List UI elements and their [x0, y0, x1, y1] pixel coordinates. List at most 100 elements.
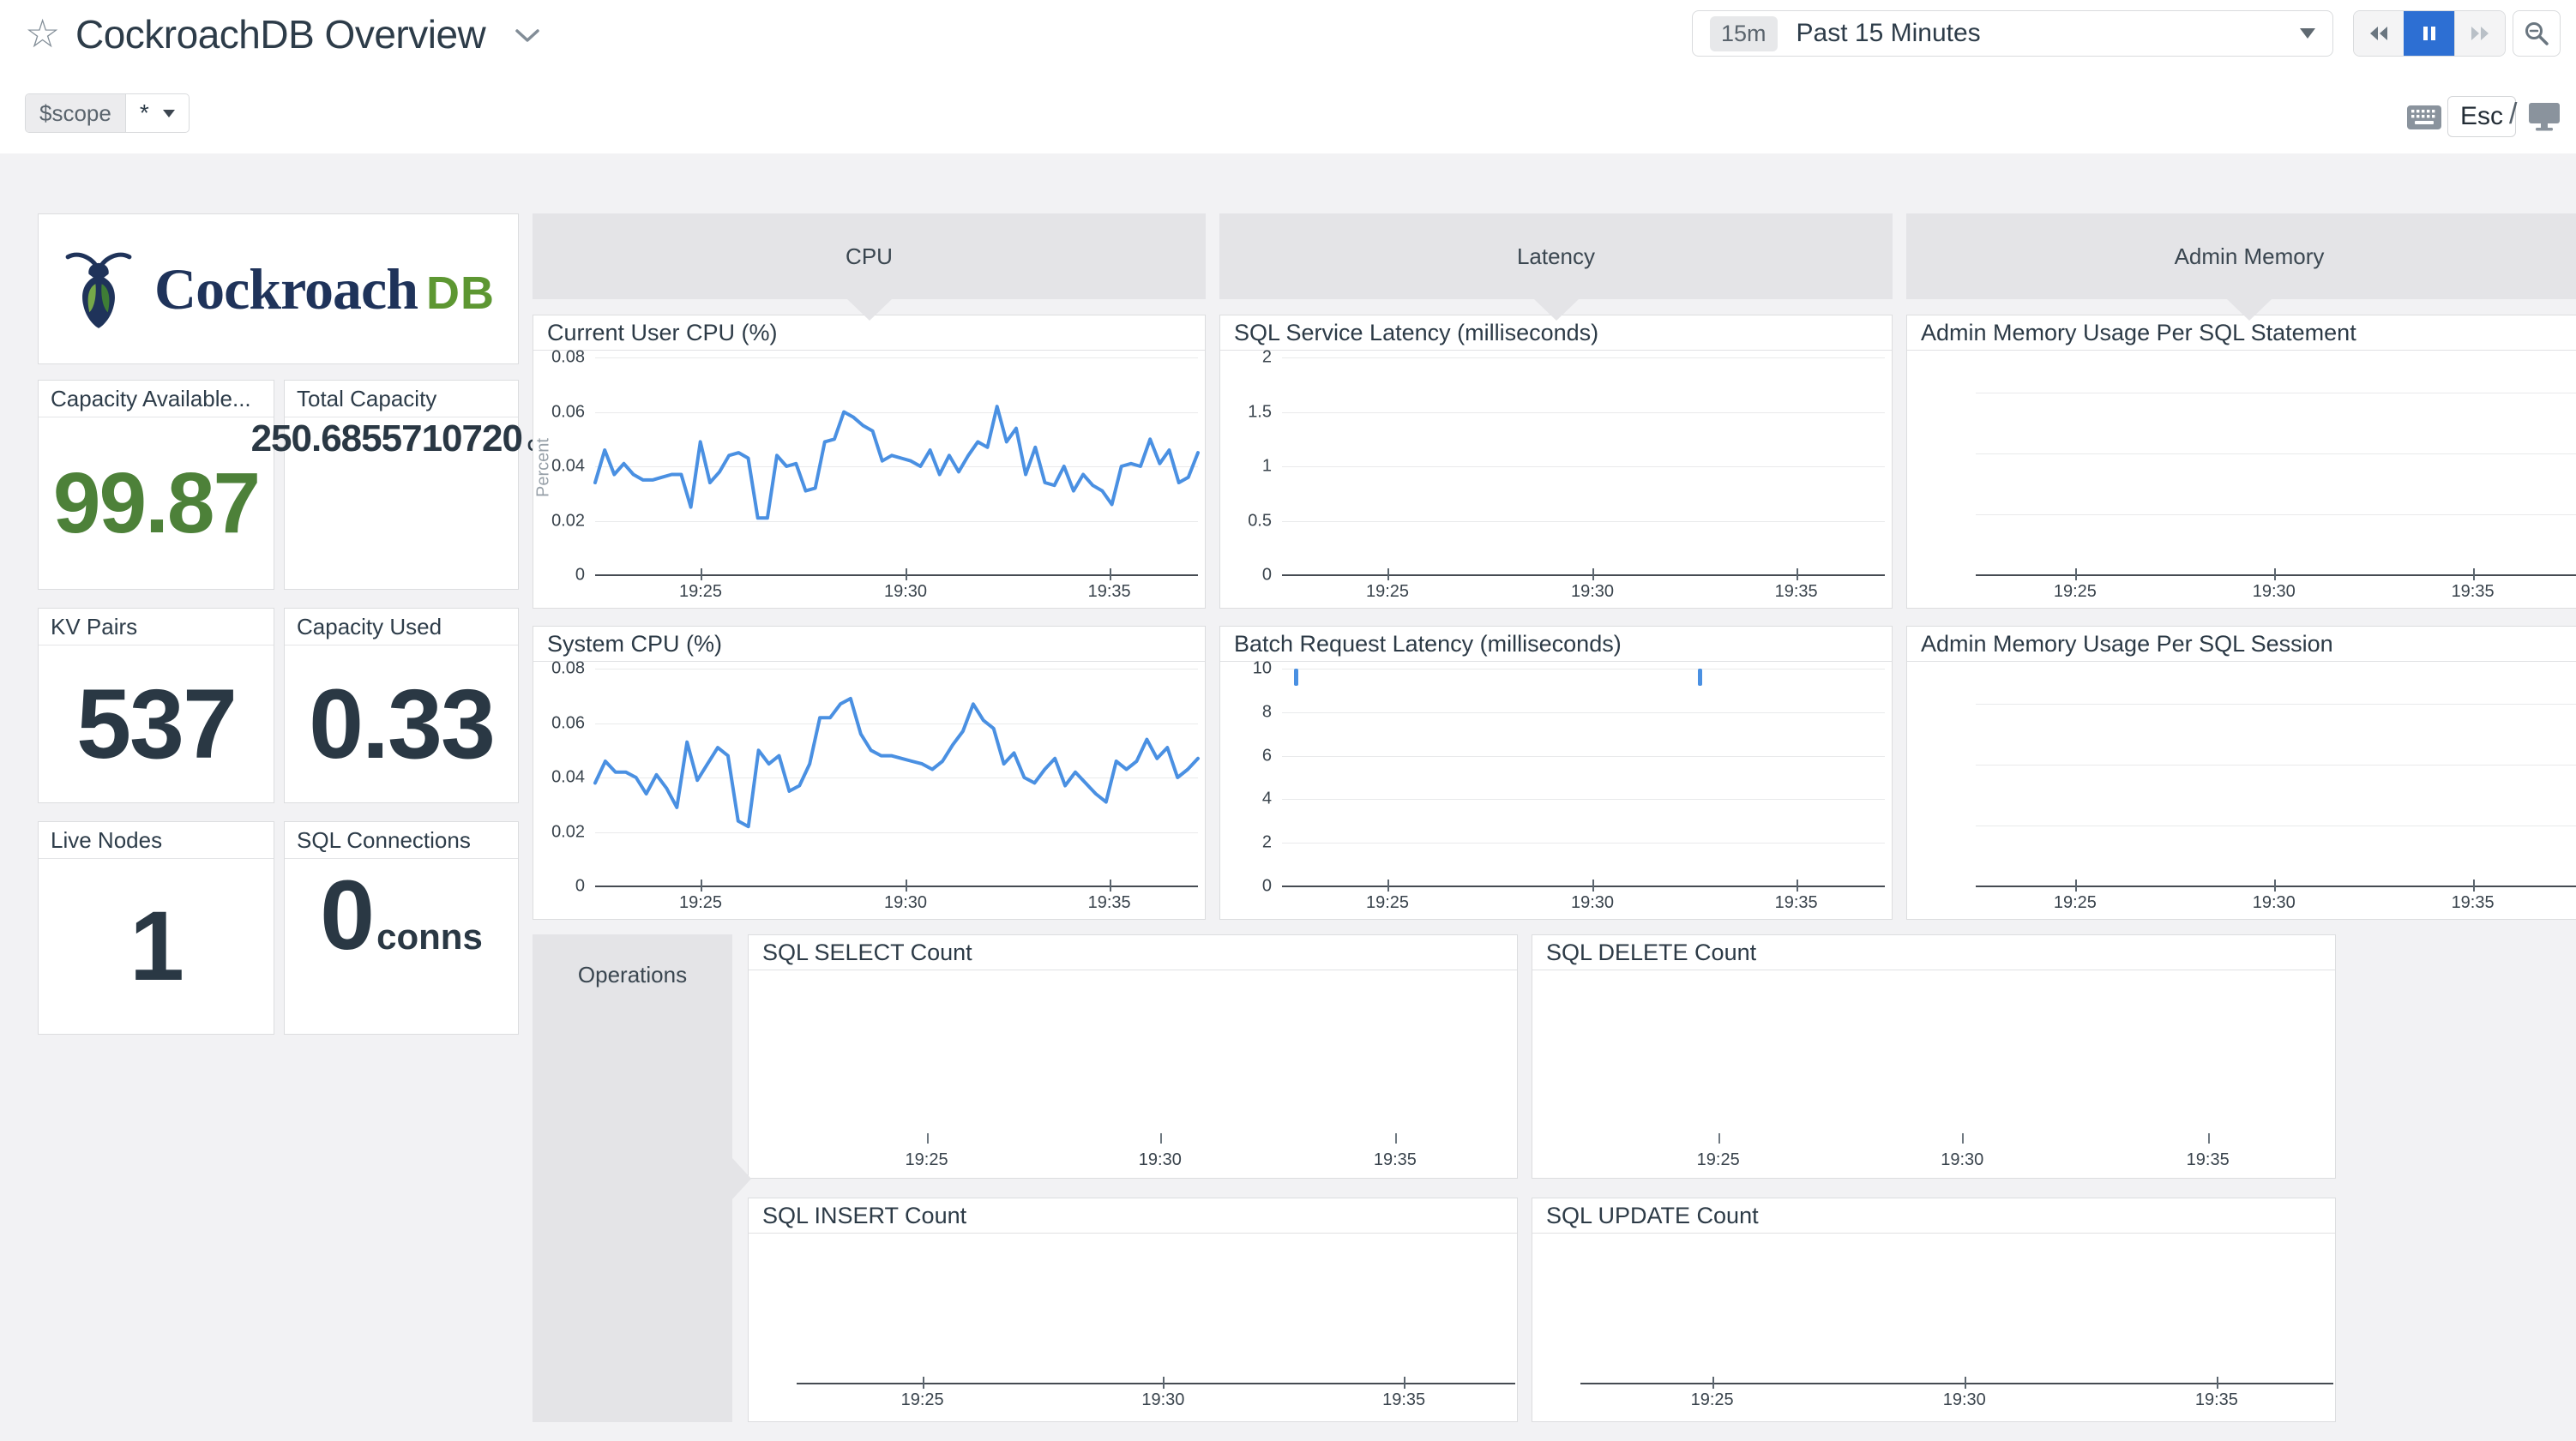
y-tick-label: 0.08 [551, 658, 585, 678]
x-tick-label: 19:35 [1087, 893, 1131, 912]
chart-title: Admin Memory Usage Per SQL Session [1907, 627, 2576, 662]
panel-sql-update-count: SQL UPDATE Count 19:25 19:30 19:35 [1532, 1198, 2336, 1422]
monitor-icon [2529, 103, 2560, 131]
time-range-selector[interactable]: 15m Past 15 Minutes [1692, 10, 2333, 57]
panel-current-user-cpu: Current User CPU (%) 0 0.02 0.04 0.06 0.08 19… [533, 315, 1206, 609]
data-mark [1698, 669, 1703, 686]
chart-title: Current User CPU (%) [533, 315, 1205, 351]
x-tick-label: 19:35 [2186, 1150, 2230, 1169]
card-sql-connections: SQL Connections 0 conns [284, 821, 519, 1035]
group-notch [846, 299, 892, 321]
x-tick-label: 19:35 [1774, 893, 1818, 912]
x-tick-label: 19:30 [2252, 582, 2296, 601]
chart-plot-sql-service-latency[interactable]: 0 0.5 1 1.5 2 19:25 19:30 19:35 [1220, 348, 1892, 608]
keyboard-shortcuts-button[interactable] [2406, 105, 2442, 135]
y-tick-label: 0.04 [551, 767, 585, 787]
y-tick-label: 0 [1261, 876, 1272, 896]
chevron-down-icon [515, 29, 539, 42]
x-tick-label: 19:35 [1382, 1390, 1426, 1409]
card-value: 0 [320, 861, 375, 970]
card-capacity-available: Capacity Available... 99.87 [38, 380, 274, 590]
y-tick-label: 0.02 [551, 511, 585, 530]
logo-db-suffix: DB [426, 267, 496, 319]
panel-batch-request-latency: Batch Request Latency (milliseconds) 0 2 4… [1219, 626, 1893, 920]
chart-plot-sql-delete-count[interactable]: 19:25 19:30 19:35 [1532, 970, 2335, 1178]
card-live-nodes: Live Nodes 1 [38, 821, 274, 1035]
y-tick-label: 1 [1261, 456, 1272, 476]
tv-mode-button[interactable] [2528, 101, 2561, 136]
zoom-out-button[interactable] [2513, 10, 2561, 57]
chart-title: Batch Request Latency (milliseconds) [1220, 627, 1892, 662]
chart-title: SQL UPDATE Count [1532, 1198, 2335, 1234]
data-mark [1294, 669, 1299, 686]
y-tick-label: 0.02 [551, 822, 585, 841]
y-tick-label: 0.5 [1248, 511, 1272, 530]
keyboard-icon [2407, 105, 2441, 129]
page-title: CockroachDB Overview [75, 12, 486, 57]
card-title: KV Pairs [39, 609, 274, 645]
card-total-capacity: Total Capacity 250.6855710720GB [251, 380, 551, 590]
chart-plot-sql-select-count[interactable]: 19:25 19:30 19:35 [749, 970, 1517, 1178]
group-label: Admin Memory [2174, 243, 2325, 269]
x-tick-label: 19:35 [2451, 582, 2495, 601]
chart-plot-system-cpu[interactable]: 0 0.02 0.04 0.06 0.08 19:25 19:30 19:35 [533, 658, 1205, 919]
group-header-operations: Operations [533, 934, 751, 1422]
panel-admin-memory-statement: Admin Memory Usage Per SQL Statement 19:… [1906, 315, 2576, 609]
chart-plot-admin-memory-statement[interactable]: 19:25 19:30 19:35 [1907, 351, 2576, 608]
y-tick-label: 4 [1261, 789, 1272, 808]
scope-filter-value: * [139, 99, 149, 126]
time-range-badge: 15m [1710, 15, 1778, 51]
scope-filter[interactable]: $scope * [25, 93, 190, 133]
x-tick-label: 19:30 [1138, 1150, 1182, 1169]
time-range-label: Past 15 Minutes [1796, 19, 1981, 47]
x-tick-label: 19:30 [2252, 893, 2296, 912]
y-tick-label: 0.06 [551, 402, 585, 421]
x-tick-label: 19:30 [1141, 1390, 1185, 1409]
chevron-down-icon [2300, 28, 2315, 39]
y-tick-label: 10 [1252, 658, 1272, 678]
cockroachdb-logo-icon [65, 252, 132, 328]
dashboard-title-dropdown[interactable] [515, 28, 540, 44]
x-tick-label: 19:30 [1571, 893, 1615, 912]
group-notch [1533, 299, 1579, 321]
series-line [593, 405, 1200, 520]
card-title: Live Nodes [39, 822, 274, 859]
series-line [593, 696, 1200, 829]
rewind-button[interactable] [2354, 11, 2404, 56]
x-tick-label: 19:25 [2053, 582, 2097, 601]
scope-filter-value-dropdown[interactable]: * [126, 94, 189, 132]
card-value: 99.87 [52, 454, 261, 551]
esc-key-label: Esc [2460, 102, 2504, 130]
chart-plot-batch-request-latency[interactable]: 0 2 4 6 8 10 19:25 19:30 19:35 [1220, 658, 1892, 919]
chart-plot-sql-update-count[interactable]: 19:25 19:30 19:35 [1532, 1234, 2335, 1421]
favorite-star-button[interactable]: ☆ [25, 14, 60, 53]
x-tick-label: 19:35 [2451, 893, 2495, 912]
panel-admin-memory-session: Admin Memory Usage Per SQL Session 19:25… [1906, 626, 2576, 920]
chart-plot-admin-memory-session[interactable]: 19:25 19:30 19:35 [1907, 662, 2576, 919]
chart-title: SQL SELECT Count [749, 935, 1517, 970]
fast-forward-icon [2471, 27, 2489, 40]
x-tick-label: 19:30 [884, 582, 928, 601]
panel-sql-select-count: SQL SELECT Count 19:25 19:30 19:35 [748, 934, 1518, 1179]
x-tick-label: 19:25 [900, 1390, 944, 1409]
group-header-latency: Latency [1219, 213, 1893, 321]
group-header-admin-memory: Admin Memory [1906, 213, 2576, 321]
pause-button[interactable] [2404, 11, 2454, 56]
time-playback-controls [2353, 10, 2506, 57]
x-tick-label: 19:30 [884, 893, 928, 912]
fast-forward-button[interactable] [2454, 11, 2505, 56]
x-tick-label: 19:25 [1365, 893, 1410, 912]
chart-plot-sql-insert-count[interactable]: 19:25 19:30 19:35 [749, 1234, 1517, 1421]
y-tick-label: 8 [1261, 702, 1272, 722]
scope-filter-key: $scope [26, 94, 126, 132]
x-tick-label: 19:25 [905, 1150, 948, 1169]
x-tick-label: 19:35 [2194, 1390, 2238, 1409]
y-tick-label: 0.04 [551, 456, 585, 476]
chart-plot-current-user-cpu[interactable]: 0 0.02 0.04 0.06 0.08 19:25 19:30 19:35 Percent [533, 348, 1205, 608]
logo-wordmark: Cockroach [153, 255, 418, 321]
x-tick-label: 19:25 [2053, 893, 2097, 912]
card-value: 1 [129, 892, 184, 1001]
pause-icon [2423, 27, 2435, 40]
card-kv-pairs: KV Pairs 537 [38, 608, 274, 803]
cockroachdb-logo-card: Cockroach DB [38, 213, 519, 364]
